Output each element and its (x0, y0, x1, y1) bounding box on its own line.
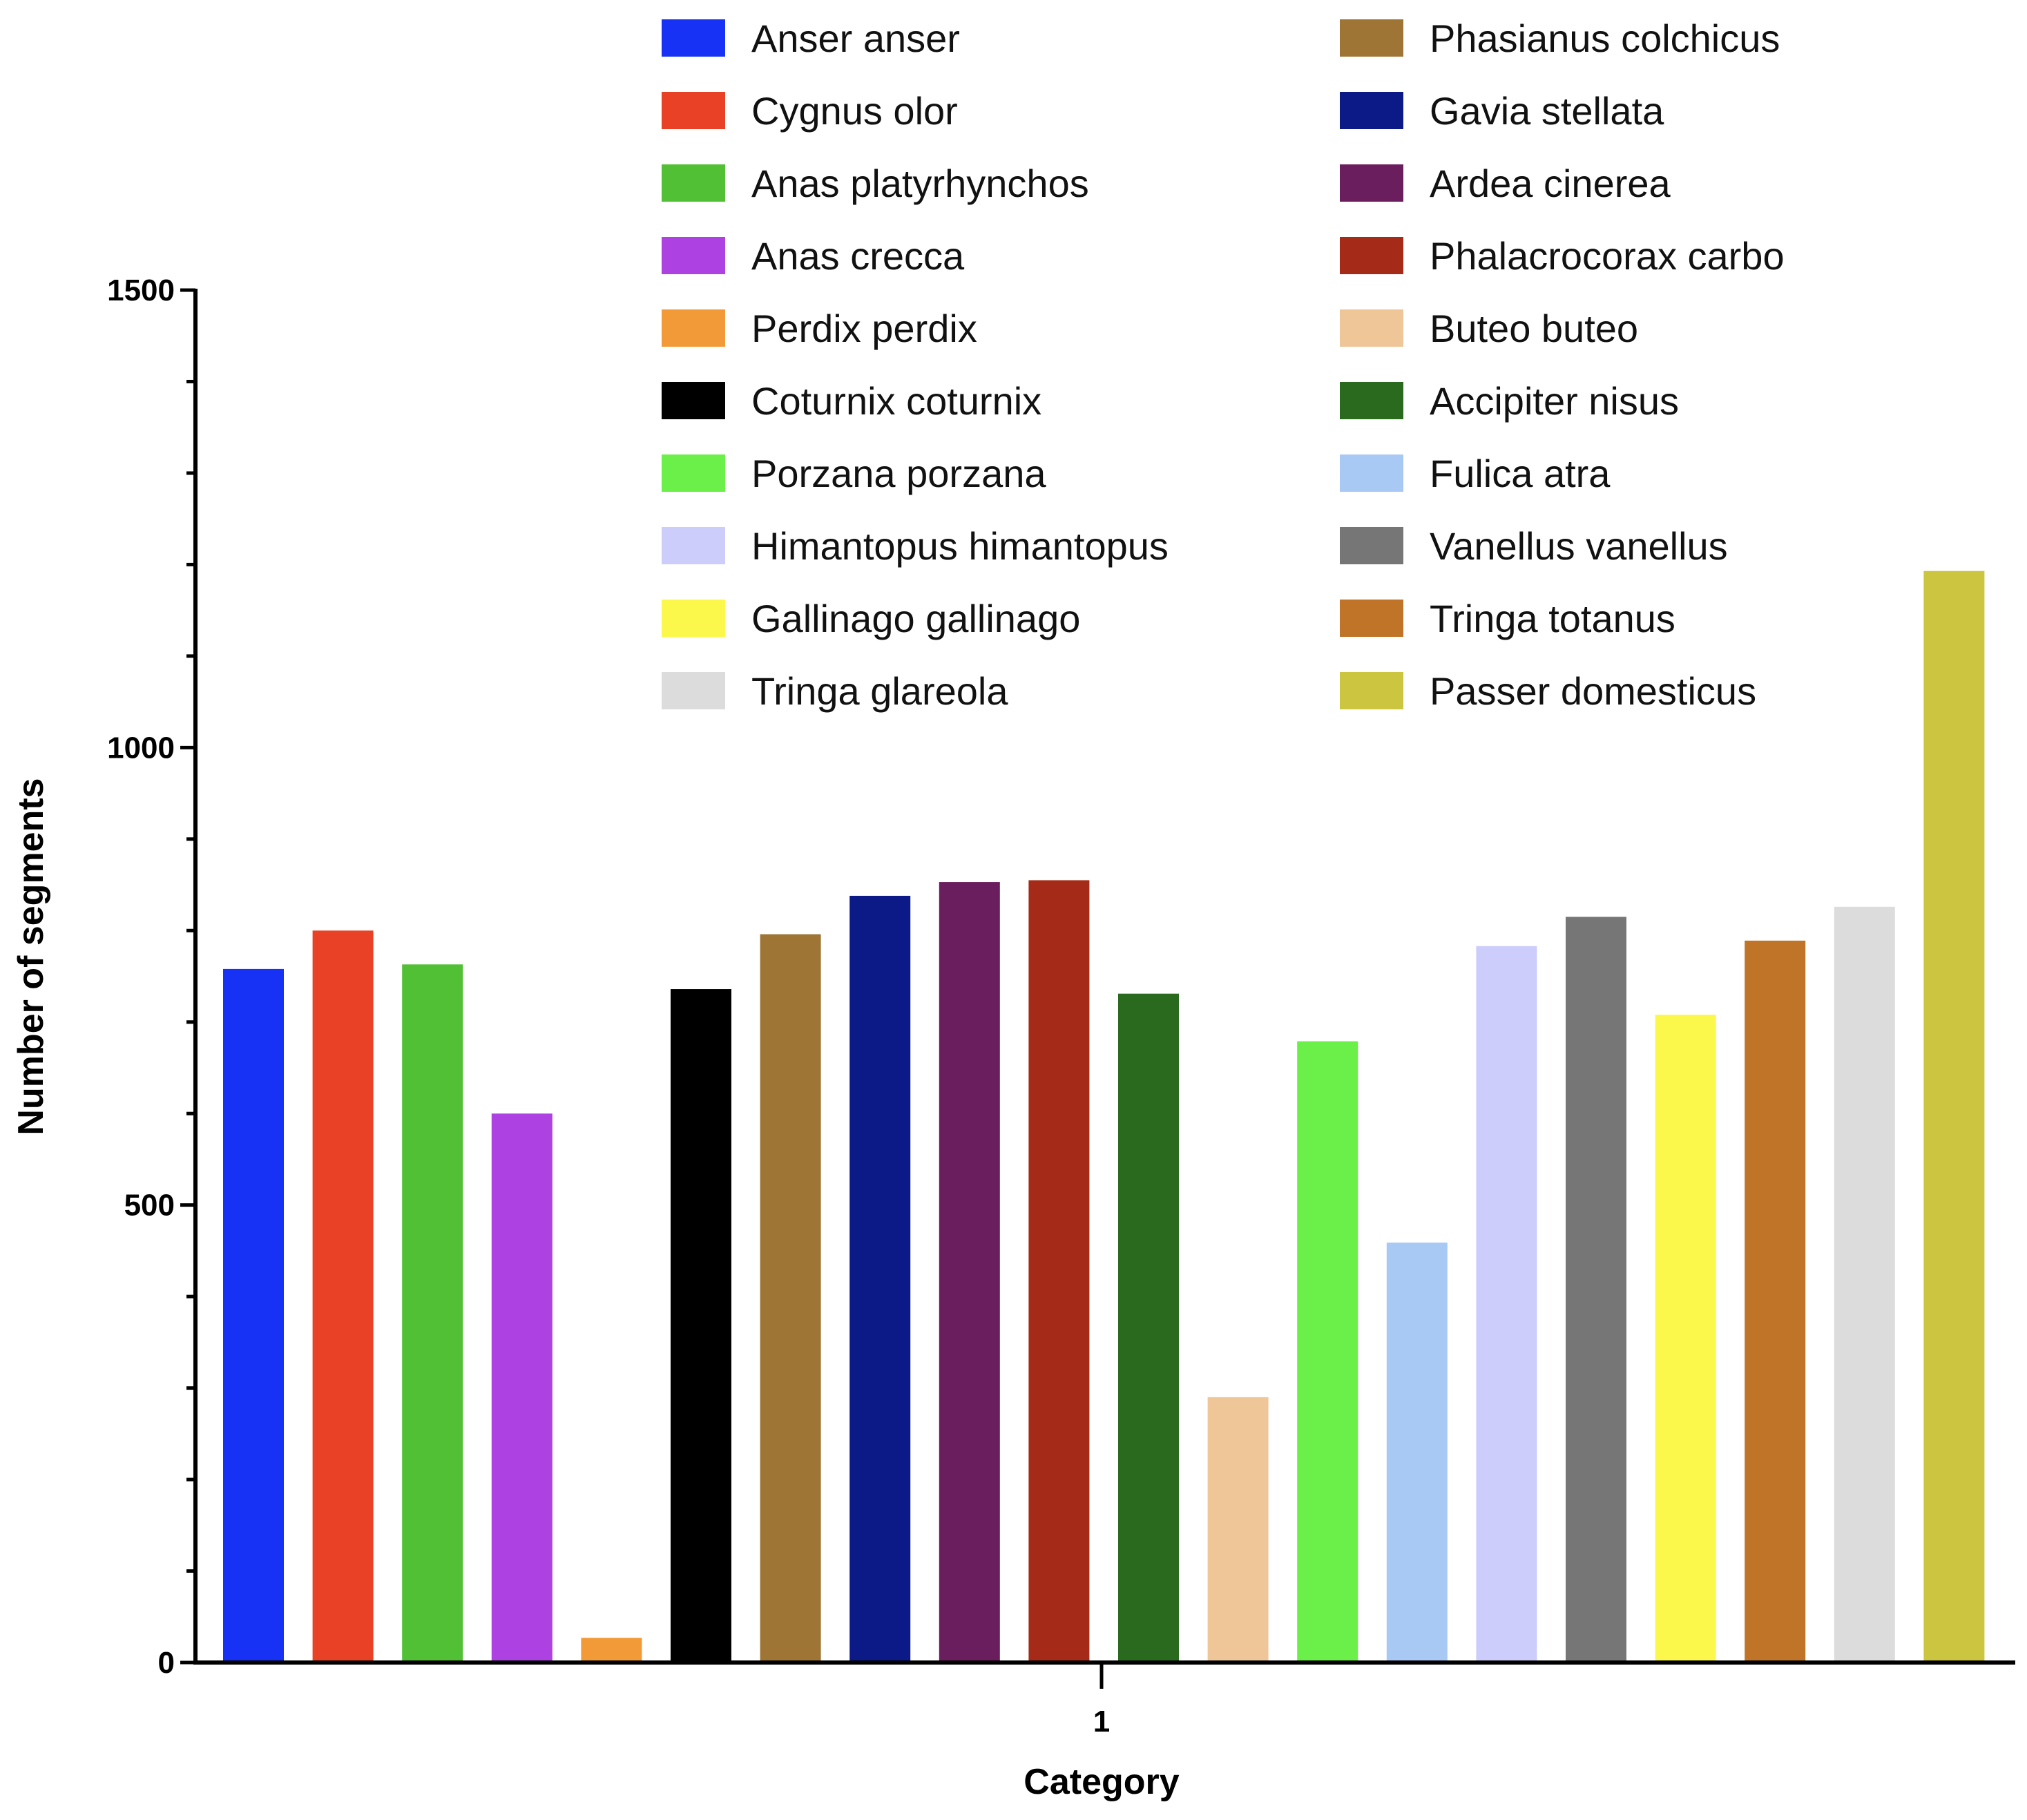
bar-passer-domesticus (1923, 571, 1985, 1663)
legend-item-fulica-atra: Fulica atra (1340, 452, 1611, 495)
legend-swatch (662, 92, 725, 129)
legend-swatch (662, 600, 725, 637)
legend-label: Anas platyrhynchos (751, 162, 1089, 205)
x-tick-label: 1 (1093, 1705, 1110, 1738)
bar-phalacrocorax-carbo (1028, 880, 1090, 1663)
legend-item-himantopus-himantopus: Himantopus himantopus (662, 524, 1169, 568)
legend-label: Ardea cinerea (1430, 162, 1671, 205)
y-tick-label: 1500 (107, 274, 175, 307)
bars (223, 571, 1985, 1663)
x-axis-title: Category (1024, 1762, 1179, 1802)
bar-perdix-perdix (581, 1638, 642, 1663)
legend-item-perdix-perdix: Perdix perdix (662, 307, 977, 350)
bar-anas-crecca (491, 1113, 553, 1663)
bar-tringa-totanus (1745, 940, 1806, 1663)
legend-label: Vanellus vanellus (1430, 524, 1728, 568)
legend-swatch (1340, 600, 1403, 637)
legend-label: Tringa glareola (751, 669, 1008, 713)
legend-swatch (662, 382, 725, 419)
legend-item-accipiter-nisus: Accipiter nisus (1340, 379, 1679, 423)
legend-item-phasianus-colchicus: Phasianus colchicus (1340, 17, 1780, 60)
legend-swatch (1340, 19, 1403, 57)
legend-swatch (1340, 164, 1403, 202)
bar-ardea-cinerea (939, 882, 1000, 1663)
bar-accipiter-nisus (1118, 993, 1179, 1663)
bar-phasianus-colchicus (760, 934, 821, 1663)
legend-item-vanellus-vanellus: Vanellus vanellus (1340, 524, 1728, 568)
bar-coturnix-coturnix (671, 989, 731, 1663)
y-axis: 0 500 1000 1500 (107, 274, 198, 1680)
legend-item-coturnix-coturnix: Coturnix coturnix (662, 379, 1041, 423)
legend-item-anas-crecca: Anas crecca (662, 234, 965, 278)
legend-item-anser-anser: Anser anser (662, 17, 960, 60)
legend-swatch (662, 164, 725, 202)
legend-label: Phalacrocorax carbo (1430, 234, 1785, 278)
legend-item-ardea-cinerea: Ardea cinerea (1340, 162, 1671, 205)
bar-fulica-atra (1386, 1242, 1448, 1663)
y-tick-label: 500 (124, 1189, 175, 1223)
y-tick-label: 1000 (107, 731, 175, 765)
legend-item-passer-domesticus: Passer domesticus (1340, 669, 1756, 713)
y-tick-label: 0 (158, 1646, 175, 1680)
legend-label: Buteo buteo (1430, 307, 1638, 350)
legend-label: Anser anser (751, 17, 960, 60)
bar-gallinago-gallinago (1655, 1015, 1716, 1663)
legend-swatch (1340, 309, 1403, 347)
legend-item-phalacrocorax-carbo: Phalacrocorax carbo (1340, 234, 1785, 278)
legend-label: Porzana porzana (751, 452, 1046, 495)
bar-anser-anser (223, 968, 284, 1663)
legend-item-porzana-porzana: Porzana porzana (662, 452, 1046, 495)
bar-porzana-porzana (1297, 1041, 1358, 1663)
legend-label: Accipiter nisus (1430, 379, 1679, 423)
legend-label: Gavia stellata (1430, 89, 1664, 133)
legend-item-anas-platyrhynchos: Anas platyrhynchos (662, 162, 1089, 205)
legend-swatch (1340, 454, 1403, 492)
legend-item-tringa-totanus: Tringa totanus (1340, 597, 1675, 640)
legend-swatch (1340, 672, 1403, 709)
x-axis: 1 (193, 1660, 2015, 1738)
bar-anas-platyrhynchos (402, 964, 463, 1663)
bar-vanellus-vanellus (1566, 917, 1626, 1663)
legend-swatch (662, 527, 725, 564)
bar-tringa-glareola (1834, 906, 1895, 1663)
legend-item-cygnus-olor: Cygnus olor (662, 89, 958, 133)
legend-swatch (662, 672, 725, 709)
legend-swatch (1340, 92, 1403, 129)
legend-item-buteo-buteo: Buteo buteo (1340, 307, 1638, 350)
legend-label: Anas crecca (751, 234, 965, 278)
bar-buteo-buteo (1207, 1397, 1269, 1663)
legend-item-tringa-glareola: Tringa glareola (662, 669, 1008, 713)
legend-label: Fulica atra (1430, 452, 1611, 495)
legend-label: Coturnix coturnix (751, 379, 1041, 423)
legend-swatch (662, 454, 725, 492)
legend-label: Tringa totanus (1430, 597, 1675, 640)
legend-swatch (662, 237, 725, 274)
legend: Anser anser Cygnus olor Anas platyrhynchos… (662, 17, 1785, 713)
legend-swatch (662, 309, 725, 347)
legend-item-gavia-stellata: Gavia stellata (1340, 89, 1664, 133)
legend-label: Perdix perdix (751, 307, 977, 350)
legend-label: Phasianus colchicus (1430, 17, 1780, 60)
bar-himantopus-himantopus (1476, 946, 1537, 1663)
legend-label: Cygnus olor (751, 89, 958, 133)
y-axis-title: Number of segments (11, 778, 51, 1135)
legend-label: Passer domesticus (1430, 669, 1756, 713)
legend-swatch (1340, 527, 1403, 564)
bar-cygnus-olor (312, 930, 374, 1663)
legend-swatch (662, 19, 725, 57)
bar-gavia-stellata (849, 895, 911, 1663)
legend-swatch (1340, 382, 1403, 419)
legend-label: Himantopus himantopus (751, 524, 1169, 568)
legend-item-gallinago-gallinago: Gallinago gallinago (662, 597, 1080, 640)
legend-label: Gallinago gallinago (751, 597, 1080, 640)
legend-swatch (1340, 237, 1403, 274)
